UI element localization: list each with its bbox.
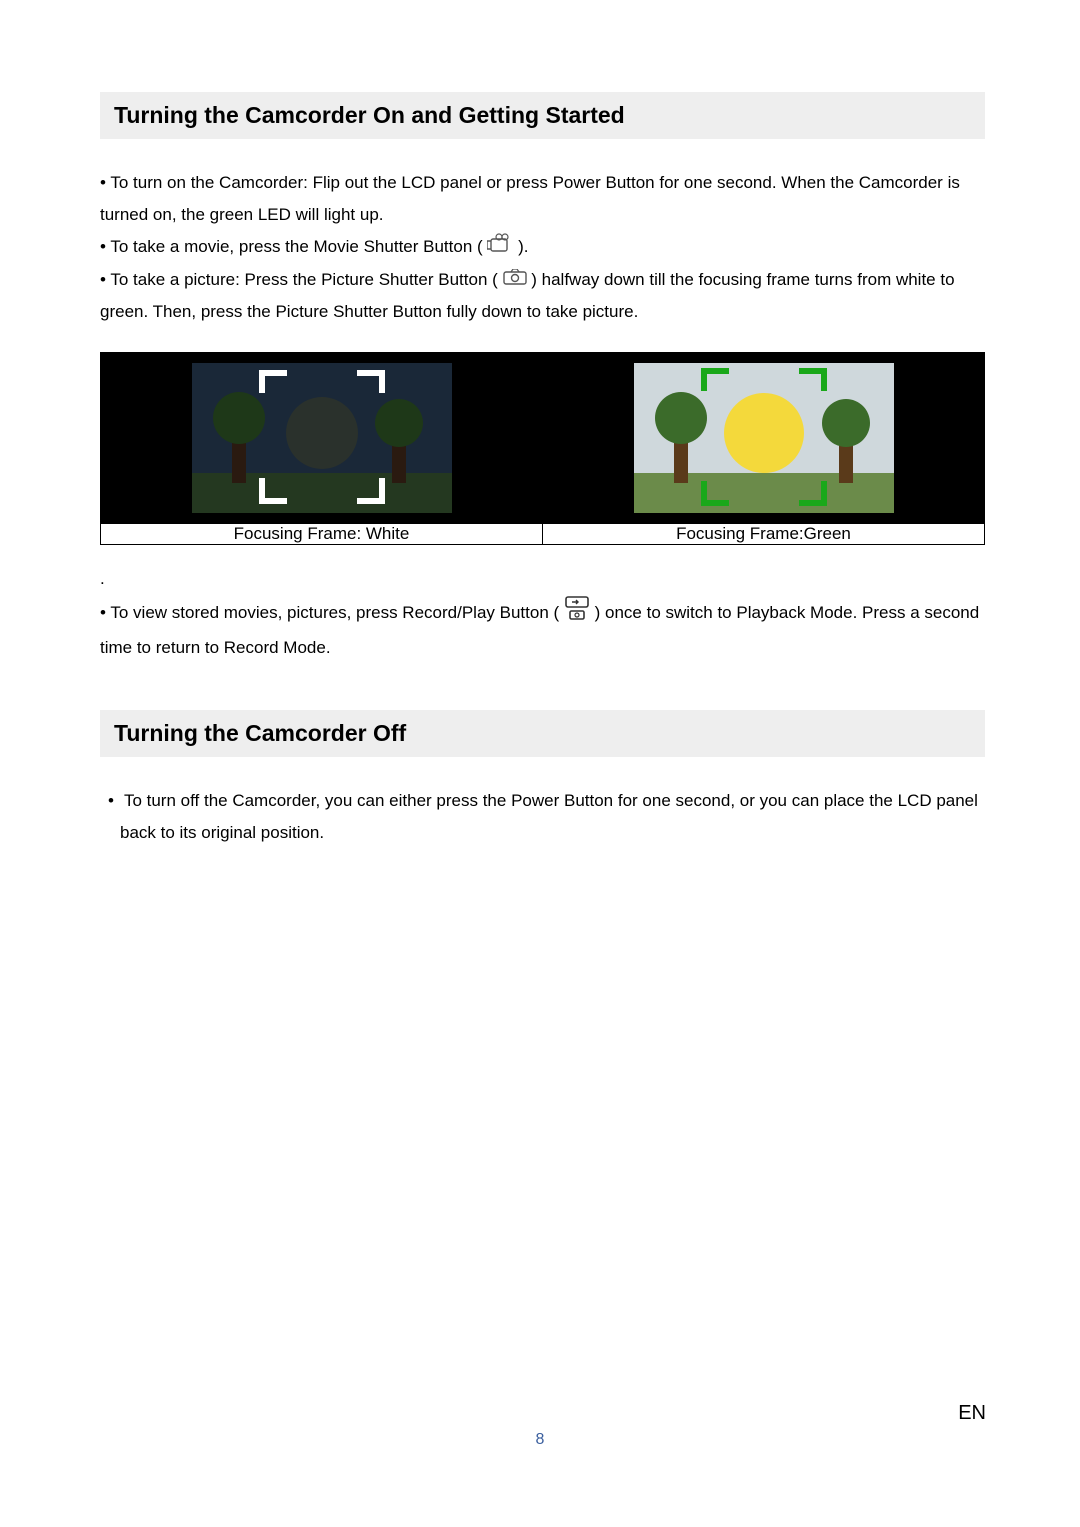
para2-text-b: ).	[518, 237, 528, 256]
movie-camera-icon	[487, 232, 513, 264]
caption-white: Focusing Frame: White	[101, 524, 543, 545]
para3-text-a: • To take a picture: Press the Picture S…	[100, 270, 503, 289]
page-number: 8	[0, 1431, 1080, 1449]
focusing-frame-table: Focusing Frame: White Focusing Frame:Gre…	[100, 352, 985, 545]
section2-bullet: •To turn off the Camcorder, you can eith…	[100, 785, 985, 849]
bullet-dot: •	[108, 791, 124, 810]
section1-para4: • To view stored movies, pictures, press…	[100, 595, 985, 664]
language-code: EN	[958, 1402, 986, 1425]
caption-green: Focusing Frame:Green	[543, 524, 985, 545]
focusing-frame-green-img	[543, 353, 985, 524]
page: Turning the Camcorder On and Getting Sta…	[0, 0, 1080, 1527]
record-play-icon	[564, 595, 590, 632]
section1-para3: • To take a picture: Press the Picture S…	[100, 264, 985, 329]
focusing-frame-white-img	[101, 353, 543, 524]
section1-para1: • To turn on the Camcorder: Flip out the…	[100, 167, 985, 231]
section2-header: Turning the Camcorder Off	[100, 710, 985, 757]
para4-text-a: • To view stored movies, pictures, press…	[100, 603, 564, 622]
stray-dot: .	[100, 563, 985, 595]
camera-icon	[503, 264, 527, 296]
section1-header: Turning the Camcorder On and Getting Sta…	[100, 92, 985, 139]
para2-text-a: • To take a movie, press the Movie Shutt…	[100, 237, 487, 256]
section1-para2: • To take a movie, press the Movie Shutt…	[100, 231, 985, 264]
section2-bullet-text: To turn off the Camcorder, you can eithe…	[120, 791, 978, 842]
